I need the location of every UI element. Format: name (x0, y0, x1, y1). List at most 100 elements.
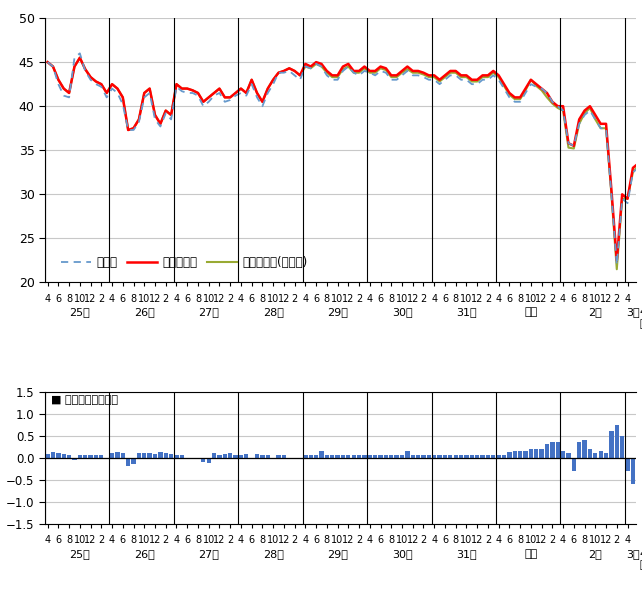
Bar (480, 456, 485, 458)
Bar (303, 456, 308, 458)
Text: 28年: 28年 (263, 549, 284, 559)
Text: 6: 6 (55, 535, 62, 545)
Text: 2: 2 (549, 535, 555, 545)
Text: 元年: 元年 (525, 308, 537, 317)
Text: 8: 8 (517, 294, 523, 303)
Text: 8: 8 (195, 535, 201, 545)
Bar (362, 456, 367, 458)
Bar (46, 454, 50, 458)
Text: 6: 6 (313, 294, 319, 303)
Text: 6: 6 (120, 294, 126, 303)
Bar (459, 456, 464, 458)
Bar (357, 456, 361, 458)
Text: 4: 4 (625, 535, 630, 545)
Text: 26年: 26年 (134, 549, 155, 559)
Text: 8: 8 (388, 535, 394, 545)
Text: 27年: 27年 (198, 549, 219, 559)
Text: 4: 4 (109, 294, 115, 303)
Bar (335, 456, 340, 458)
Text: 2: 2 (227, 294, 233, 303)
Text: 10: 10 (589, 535, 602, 545)
Text: 8: 8 (388, 294, 394, 303)
Text: 10: 10 (525, 535, 537, 545)
Text: 6: 6 (442, 294, 448, 303)
Bar (132, 458, 135, 464)
Bar (620, 436, 624, 458)
季節調整値(改訂前) (591, 116, 599, 123)
Bar (502, 456, 506, 458)
Bar (116, 452, 119, 458)
Bar (164, 453, 168, 458)
Text: 10: 10 (525, 294, 537, 303)
Bar (62, 454, 66, 458)
Text: 2: 2 (291, 294, 298, 303)
Text: 2: 2 (162, 294, 169, 303)
Bar (207, 458, 211, 463)
季節調整値 (613, 257, 621, 264)
Bar (496, 456, 501, 458)
Bar (175, 456, 178, 458)
Text: 10: 10 (589, 294, 602, 303)
Text: 8: 8 (324, 535, 330, 545)
Text: 2: 2 (227, 535, 233, 545)
Bar (73, 458, 76, 460)
Text: 4: 4 (44, 535, 51, 545)
季節調整値(改訂前) (44, 58, 51, 66)
Text: 8: 8 (130, 294, 137, 303)
Text: 2: 2 (421, 535, 427, 545)
Text: 4: 4 (238, 535, 244, 545)
Text: 6: 6 (55, 294, 62, 303)
Bar (309, 456, 313, 458)
Text: 6: 6 (507, 294, 512, 303)
Bar (89, 456, 92, 458)
Text: 10: 10 (396, 294, 408, 303)
季節調整値 (44, 58, 51, 66)
Text: 12: 12 (471, 535, 483, 545)
Text: 12: 12 (600, 535, 612, 545)
Bar (577, 442, 582, 458)
Bar (51, 452, 55, 458)
Text: ■ 新旧差（新－旧）: ■ 新旧差（新－旧） (51, 396, 118, 406)
Text: 10: 10 (460, 535, 473, 545)
Bar (180, 456, 184, 458)
Text: 4: 4 (173, 535, 180, 545)
Text: 30年: 30年 (392, 549, 412, 559)
Bar (448, 456, 453, 458)
Bar (630, 458, 635, 484)
Text: 4: 4 (302, 294, 308, 303)
Text: 12: 12 (213, 294, 225, 303)
Bar (523, 451, 528, 458)
Line: 季節調整値(改訂前): 季節調整値(改訂前) (48, 58, 642, 269)
Text: 4: 4 (496, 294, 501, 303)
Text: 8: 8 (324, 294, 330, 303)
Text: 6: 6 (507, 535, 512, 545)
季節調整値(改訂前) (409, 69, 417, 76)
原系列 (237, 89, 245, 96)
Text: 8: 8 (259, 535, 265, 545)
原系列 (409, 72, 417, 79)
Bar (99, 456, 103, 458)
Text: 10: 10 (203, 535, 215, 545)
Text: 28年: 28年 (263, 308, 284, 317)
Text: 12: 12 (149, 294, 161, 303)
Text: 12: 12 (278, 535, 290, 545)
Bar (212, 453, 216, 458)
Bar (588, 449, 592, 458)
季節調整値(改訂前) (613, 265, 621, 273)
Bar (142, 453, 146, 458)
Text: 4
年: 4 年 (639, 308, 642, 329)
Bar (593, 453, 598, 458)
Text: 3年: 3年 (626, 308, 639, 317)
Text: 8: 8 (195, 294, 201, 303)
Text: 10: 10 (203, 294, 215, 303)
Text: 10: 10 (331, 294, 343, 303)
Text: 6: 6 (248, 535, 255, 545)
Text: 4: 4 (367, 535, 373, 545)
Text: 4: 4 (431, 535, 437, 545)
Text: 10: 10 (267, 294, 279, 303)
Text: 31年: 31年 (456, 549, 477, 559)
Bar (464, 456, 469, 458)
Bar (153, 454, 157, 458)
Bar (539, 449, 544, 458)
Bar (604, 453, 608, 458)
